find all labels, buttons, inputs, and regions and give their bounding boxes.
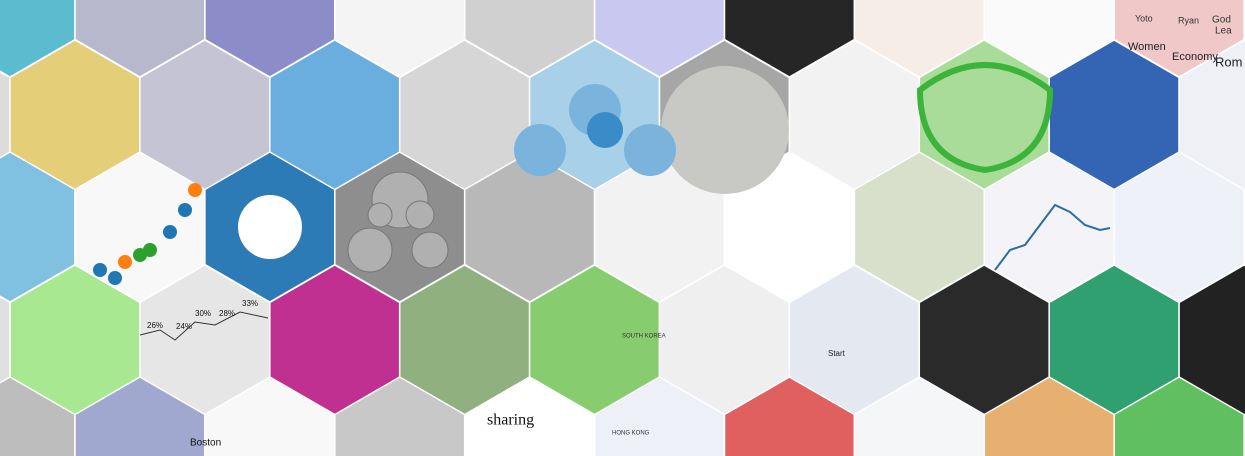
hex-tile bbox=[1113, 376, 1245, 456]
gear bbox=[624, 124, 676, 176]
tile-label: Ryan bbox=[1178, 15, 1199, 25]
tile-label: Rom bbox=[1215, 54, 1242, 69]
gear-core bbox=[587, 112, 623, 148]
tile-label: HONG KONG bbox=[612, 431, 650, 437]
tile-label: Yoto bbox=[1135, 13, 1153, 23]
packed-circle bbox=[367, 202, 393, 228]
tile-label: SOUTH KOREA bbox=[622, 334, 666, 340]
tile-label: sharing bbox=[487, 412, 534, 429]
packed-circle bbox=[411, 231, 449, 269]
tile-label: Economy bbox=[1172, 51, 1218, 63]
dot bbox=[163, 225, 177, 239]
tile-label: Lea bbox=[1215, 26, 1232, 37]
tile-label: God bbox=[1212, 15, 1231, 26]
dot bbox=[188, 183, 202, 197]
tile-label: Boston bbox=[190, 438, 221, 449]
tile-label: Women bbox=[1128, 41, 1166, 53]
globe bbox=[661, 66, 789, 194]
tile-details bbox=[93, 62, 1111, 341]
bowl bbox=[916, 62, 1054, 174]
dot bbox=[133, 248, 147, 262]
tile-label: Start bbox=[828, 349, 846, 358]
gear bbox=[514, 124, 566, 176]
tile-label: 24% bbox=[176, 322, 192, 331]
tile-label: 26% bbox=[147, 321, 163, 330]
tile-label: 30% bbox=[195, 309, 211, 318]
dot bbox=[118, 255, 132, 269]
dot bbox=[178, 203, 192, 217]
donut-hole bbox=[238, 195, 302, 259]
tile-label: 33% bbox=[242, 299, 258, 308]
spark bbox=[139, 311, 269, 341]
dot bbox=[108, 271, 122, 285]
line-chart bbox=[994, 203, 1111, 271]
tile-label: 28% bbox=[219, 309, 235, 318]
packed-circle bbox=[347, 227, 393, 273]
dot bbox=[93, 263, 107, 277]
packed-circle bbox=[405, 200, 435, 230]
